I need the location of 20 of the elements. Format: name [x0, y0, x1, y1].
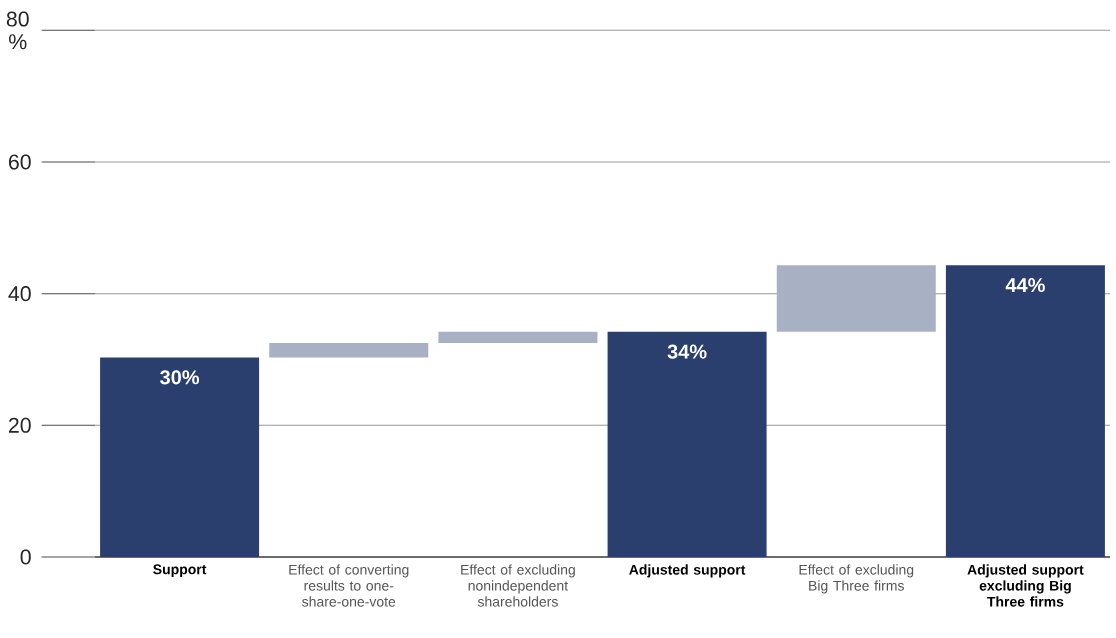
x-tick-label: Adjusted support excluding Big Three firms — [967, 564, 1084, 607]
data-label: 30% — [160, 370, 200, 385]
y-tick-label: 20 — [8, 417, 31, 433]
data-label: 34% — [667, 344, 707, 359]
bar — [438, 331, 598, 344]
data-label: 44% — [1005, 278, 1045, 293]
y-tick-label: 80 % — [6, 11, 29, 50]
bar — [945, 265, 1105, 557]
y-tick-label: 0 — [20, 549, 31, 565]
x-tick-label: Support — [153, 564, 207, 578]
x-tick-label: Effect of excluding Big Three firms — [799, 564, 914, 594]
x-tick-label: Effect of excluding nonindependent shareholders — [461, 564, 575, 607]
bar — [776, 265, 936, 332]
x-tick-label: Adjusted support — [629, 564, 746, 578]
bar — [269, 343, 429, 358]
bar — [100, 357, 260, 557]
y-tick-label: 40 — [8, 286, 31, 302]
bar — [607, 331, 767, 557]
x-tick-label: Effect of converting results to one-share-one-vote — [289, 564, 409, 607]
y-tick-label: 60 — [8, 154, 31, 170]
